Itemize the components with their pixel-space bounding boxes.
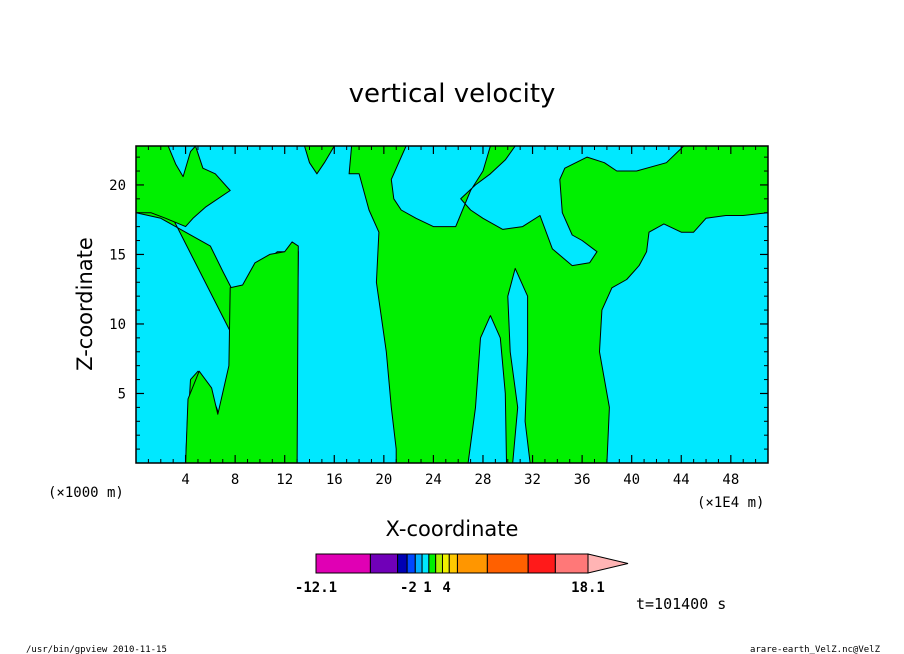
colorbar-swatch (369, 553, 399, 574)
colorbar-swatch (527, 553, 556, 574)
colorbar-swatch (414, 553, 423, 574)
y-axis-label: Z-coordinate (73, 237, 97, 371)
y-tick-label-5: 5 (118, 386, 126, 402)
x-tick-label-28: 28 (475, 472, 492, 488)
contour-region-central-plume (304, 146, 768, 463)
colorbar-swatch (315, 553, 371, 574)
colorbar-label: -2 (400, 580, 417, 596)
field-group (136, 146, 768, 463)
contour-region-bottom-strip (185, 241, 299, 463)
y-tick-label-15: 15 (109, 247, 126, 263)
x-tick-label-20: 20 (375, 472, 392, 488)
colorbar-arrow (587, 553, 629, 574)
colorbar-swatch (435, 553, 443, 574)
colorbar-swatch (421, 553, 430, 574)
plot-frame (135, 145, 769, 464)
x-axis-label: X-coordinate (386, 517, 519, 541)
colorbar-swatch (456, 553, 488, 574)
colorbar-label: 4 (442, 580, 450, 596)
colorbar-swatch (486, 553, 529, 574)
x-unit-left: (×1000 m) (48, 485, 124, 501)
x-tick-label-48: 48 (722, 472, 739, 488)
x-tick-label-24: 24 (425, 472, 442, 488)
x-tick-label-32: 32 (524, 472, 541, 488)
x-tick-label-36: 36 (574, 472, 591, 488)
x-tick-label-8: 8 (231, 472, 239, 488)
colorbar-label: 1 (423, 580, 431, 596)
y-tick-label-20: 20 (109, 178, 126, 194)
time-label: t=101400 s (636, 595, 726, 613)
x-tick-label-44: 44 (673, 472, 690, 488)
x-tick-label-40: 40 (623, 472, 640, 488)
x-tick-label-4: 4 (181, 472, 189, 488)
colorbar-swatch (406, 553, 416, 574)
x-tick-label-16: 16 (326, 472, 343, 488)
colorbar-swatch (397, 553, 408, 574)
footer-right: arare-earth_VelZ.nc@VelZ (750, 645, 881, 654)
colorbar-swatch (554, 553, 589, 574)
chart-title: vertical velocity (349, 79, 556, 109)
x-tick-label-12: 12 (276, 472, 293, 488)
colorbar-swatch (428, 553, 437, 574)
colorbar-swatch (448, 553, 458, 574)
contour-region-top-left (136, 146, 231, 228)
colorbar-label: 18.1 (571, 580, 605, 596)
y-tick-label-10: 10 (109, 317, 126, 333)
x-unit-right: (×1E4 m) (697, 495, 764, 511)
colorbar: -12.1 -2 1 4 18.1 (295, 553, 629, 596)
colorbar-label: -12.1 (295, 580, 337, 596)
footer-left: /usr/bin/gpview 2010-11-15 (26, 645, 167, 654)
colorbar-swatch (441, 553, 450, 574)
